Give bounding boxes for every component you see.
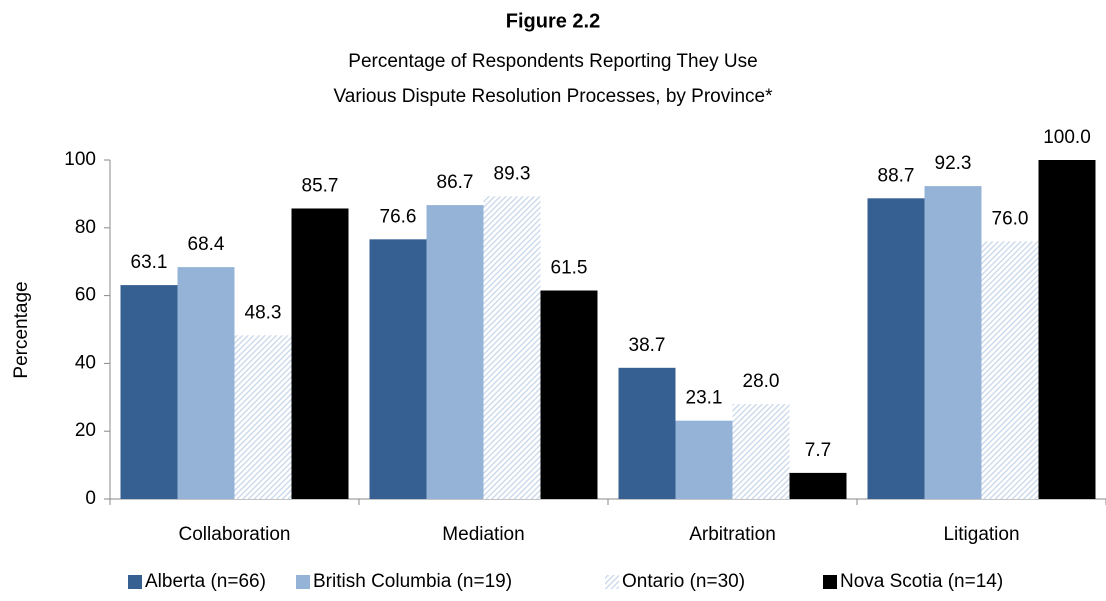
bar: [981, 241, 1039, 500]
y-tick-label: 80: [75, 217, 96, 238]
y-tick-label: 40: [75, 352, 96, 373]
data-label: 76.0: [992, 208, 1029, 229]
x-tick-label: Collaboration: [179, 524, 291, 545]
data-label: 92.3: [935, 153, 972, 174]
data-label: 63.1: [131, 252, 168, 273]
bar: [924, 186, 982, 499]
data-label: 7.7: [805, 440, 831, 461]
x-tick-label: Arbitration: [689, 524, 776, 545]
data-label: 68.4: [188, 234, 225, 255]
bar: [483, 196, 541, 499]
x-tick-label: Mediation: [442, 524, 524, 545]
bar: [120, 285, 178, 499]
chart-subtitle: Various Dispute Resolution Processes, by…: [334, 86, 774, 107]
bar: [618, 367, 676, 499]
bar: [867, 198, 925, 499]
legend-swatch: [605, 575, 619, 589]
y-tick-label: 20: [75, 420, 96, 441]
legend-swatch: [823, 575, 837, 589]
legend-label: Alberta (n=66): [145, 571, 266, 592]
bar: [234, 335, 292, 499]
bar: [291, 208, 349, 500]
data-label: 100.0: [1043, 127, 1091, 148]
data-label: 61.5: [551, 258, 588, 279]
data-label: 48.3: [245, 302, 282, 323]
y-tick-label: 100: [64, 149, 96, 170]
chart-title: Figure 2.2: [506, 10, 600, 32]
legend-swatch: [128, 575, 142, 589]
data-label: 89.3: [494, 163, 531, 184]
bar: [426, 205, 484, 499]
y-tick-label: 0: [85, 488, 96, 509]
data-label: 28.0: [743, 371, 780, 392]
data-label: 23.1: [686, 388, 723, 409]
x-tick-label: Litigation: [943, 524, 1019, 545]
data-label: 86.7: [437, 172, 474, 193]
legend-label: British Columbia (n=19): [313, 571, 512, 592]
data-label: 88.7: [878, 165, 915, 186]
legend-swatch: [296, 575, 310, 589]
chart-subtitle: Percentage of Respondents Reporting They…: [348, 51, 757, 72]
bar: [732, 404, 790, 499]
data-label: 38.7: [629, 335, 666, 356]
y-tick-label: 60: [75, 285, 96, 306]
bar: [540, 290, 598, 499]
y-axis-label: Percentage: [11, 281, 32, 378]
bar: [789, 472, 847, 499]
legend-label: Nova Scotia (n=14): [840, 571, 1003, 592]
legend-label: Ontario (n=30): [622, 571, 745, 592]
bar: [675, 420, 733, 499]
bar: [369, 239, 427, 500]
bar: [1038, 160, 1096, 499]
data-label: 76.6: [380, 206, 417, 227]
bar: [177, 267, 235, 499]
data-label: 85.7: [302, 175, 339, 196]
